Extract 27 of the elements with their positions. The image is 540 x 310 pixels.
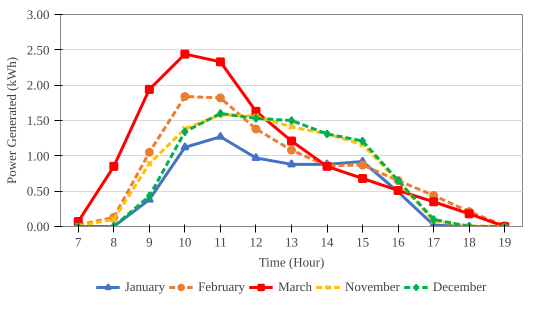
x-axis-title: Time (Hour) <box>258 254 324 270</box>
legend-label: January <box>124 279 166 295</box>
y-tick-label: 2.50 <box>26 42 50 58</box>
x-tick-label: 19 <box>498 234 512 250</box>
legend-label: February <box>198 279 246 295</box>
legend-label: November <box>345 279 400 295</box>
y-tick-label: 1.00 <box>26 148 50 164</box>
x-tick-label: 15 <box>356 234 370 250</box>
y-tick-label: 0.00 <box>26 219 50 234</box>
x-tick-label: 9 <box>146 234 153 250</box>
x-tick-label: 13 <box>285 234 298 250</box>
y-tick-label: 2.00 <box>26 78 50 93</box>
x-tick-label: 18 <box>462 234 476 250</box>
y-tick-label: 3.00 <box>26 7 50 22</box>
y-axis-title: Power Generated (kWh) <box>4 56 19 184</box>
x-tick-label: 14 <box>320 234 334 250</box>
y-tick-label: 1.50 <box>26 113 50 128</box>
x-tick-label: 12 <box>249 234 262 250</box>
x-tick-label: 11 <box>214 234 227 250</box>
x-tick-label: 16 <box>392 234 406 250</box>
y-tick-label: 0.50 <box>26 184 50 199</box>
legend-label: December <box>432 279 486 295</box>
x-tick-label: 10 <box>178 234 192 250</box>
legend-label: March <box>278 279 312 295</box>
x-tick-label: 7 <box>75 234 82 250</box>
x-tick-label: 17 <box>427 234 441 250</box>
x-tick-label: 8 <box>110 234 118 250</box>
